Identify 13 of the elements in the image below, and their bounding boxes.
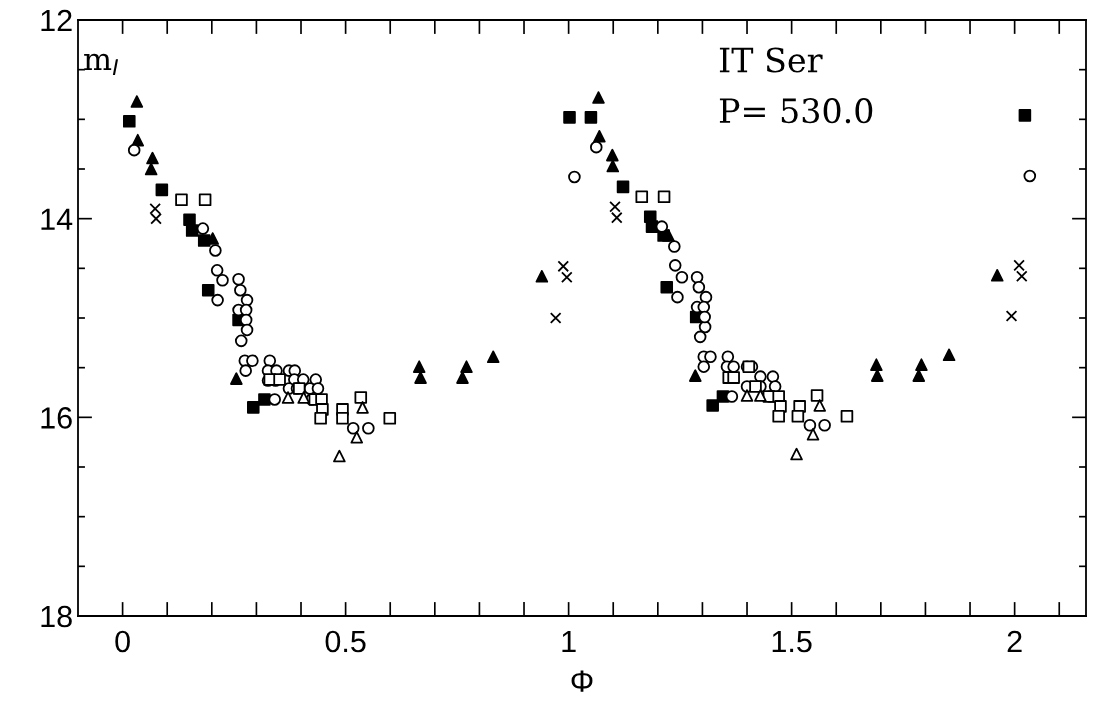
x-tick-label: 1.5: [772, 631, 812, 653]
x-tick-label: 0: [115, 630, 130, 653]
x-tick-label: 0.5: [325, 630, 366, 653]
annotation: P= 530.0: [719, 98, 873, 124]
x-tick-label: 1: [562, 631, 576, 653]
x-axis-title: Φ: [571, 670, 593, 692]
x-tick-label: 2: [1007, 630, 1022, 653]
y-axis-title: m$_{I}$: [84, 53, 119, 75]
y-tick-label: 18: [41, 605, 72, 628]
y-tick-label: 14: [41, 208, 73, 230]
y-tick-label: 16: [41, 407, 72, 429]
annotation: IT Ser: [719, 47, 823, 73]
y-tick-label: 12: [41, 9, 72, 32]
